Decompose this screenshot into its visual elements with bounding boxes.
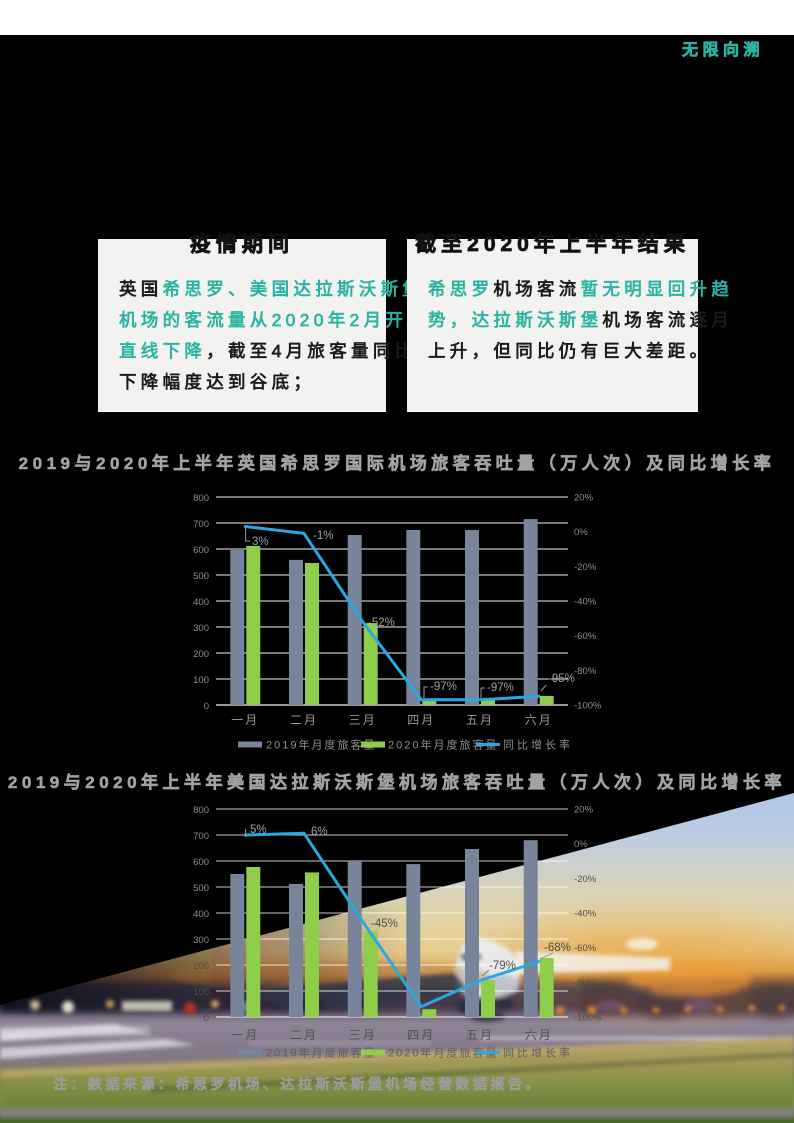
svg-text:300: 300: [193, 623, 209, 634]
svg-text:400: 400: [193, 909, 209, 920]
svg-text:六月: 六月: [525, 713, 553, 727]
svg-text:2019与2020年上半年美国达拉斯沃斯堡机场旅客吞吐量（万: 2019与2020年上半年美国达拉斯沃斯堡机场旅客吞吐量（万人次）及同比增长率: [8, 772, 786, 792]
svg-text:-45%: -45%: [371, 918, 398, 930]
svg-text:100: 100: [193, 675, 209, 686]
svg-text:600: 600: [193, 857, 209, 868]
svg-text:-68%: -68%: [544, 942, 571, 954]
svg-text:0%: 0%: [574, 839, 588, 850]
svg-text:二月: 二月: [290, 713, 318, 727]
svg-text:-100%: -100%: [574, 701, 602, 712]
svg-text:2020年月度旅客量: 2020年月度旅客量: [388, 1046, 498, 1060]
svg-text:一月: 一月: [231, 713, 259, 727]
svg-text:0%: 0%: [574, 527, 588, 538]
svg-text:700: 700: [193, 519, 209, 530]
svg-text:2019年月度旅客量: 2019年月度旅客量: [266, 1046, 376, 1060]
svg-text:600: 600: [193, 545, 209, 556]
svg-text:5%: 5%: [250, 824, 267, 836]
svg-text:-52%: -52%: [368, 617, 395, 629]
svg-text:6%: 6%: [311, 826, 328, 838]
svg-text:六月: 六月: [525, 1028, 553, 1042]
svg-text:800: 800: [193, 805, 209, 816]
svg-text:同比增长率: 同比增长率: [503, 1046, 573, 1060]
svg-text:-95%: -95%: [548, 673, 575, 685]
svg-text:700: 700: [193, 831, 209, 842]
svg-text:300: 300: [193, 935, 209, 946]
svg-text:100: 100: [193, 987, 209, 998]
svg-text:0: 0: [204, 1013, 209, 1024]
svg-text:3%: 3%: [252, 536, 269, 548]
svg-text:2019年月度旅客量: 2019年月度旅客量: [266, 738, 376, 752]
svg-text:-20%: -20%: [574, 874, 597, 885]
svg-text:2019与2020年上半年英国希思罗国际机场旅客吞吐量（万人: 2019与2020年上半年英国希思罗国际机场旅客吞吐量（万人次）及同比增长率: [19, 453, 776, 473]
svg-text:-20%: -20%: [574, 562, 597, 573]
svg-text:五月: 五月: [466, 1028, 494, 1042]
svg-text:200: 200: [193, 961, 209, 972]
svg-text:800: 800: [193, 493, 209, 504]
svg-text:2020年月度旅客量: 2020年月度旅客量: [388, 738, 498, 752]
svg-text:一月: 一月: [231, 1028, 259, 1042]
svg-text:-40%: -40%: [574, 909, 597, 920]
svg-text:二月: 二月: [290, 1028, 318, 1042]
svg-text:-60%: -60%: [574, 631, 597, 642]
svg-text:-1%: -1%: [313, 530, 333, 542]
svg-text:-80%: -80%: [574, 978, 597, 989]
svg-text:五月: 五月: [466, 713, 494, 727]
svg-text:200: 200: [193, 649, 209, 660]
svg-text:500: 500: [193, 883, 209, 894]
svg-text:500: 500: [193, 571, 209, 582]
svg-text:注：数据来源：希思罗机场、达拉斯沃斯堡机场经营数据报告。: 注：数据来源：希思罗机场、达拉斯沃斯堡机场经营数据报告。: [53, 1076, 543, 1092]
svg-text:20%: 20%: [574, 805, 594, 816]
svg-text:-100%: -100%: [574, 1013, 602, 1024]
svg-text:四月: 四月: [407, 1028, 435, 1042]
svg-text:同比增长率: 同比增长率: [503, 738, 573, 752]
svg-text:-80%: -80%: [574, 666, 597, 677]
svg-text:-97%: -97%: [430, 681, 457, 693]
svg-text:-97%: -97%: [487, 682, 514, 694]
svg-text:-79%: -79%: [489, 960, 516, 972]
svg-text:-60%: -60%: [574, 943, 597, 954]
svg-text:-40%: -40%: [574, 597, 597, 608]
svg-text:0: 0: [204, 701, 209, 712]
svg-text:20%: 20%: [574, 493, 594, 504]
svg-text:三月: 三月: [349, 713, 377, 727]
svg-text:四月: 四月: [407, 713, 435, 727]
svg-text:400: 400: [193, 597, 209, 608]
svg-text:三月: 三月: [349, 1028, 377, 1042]
